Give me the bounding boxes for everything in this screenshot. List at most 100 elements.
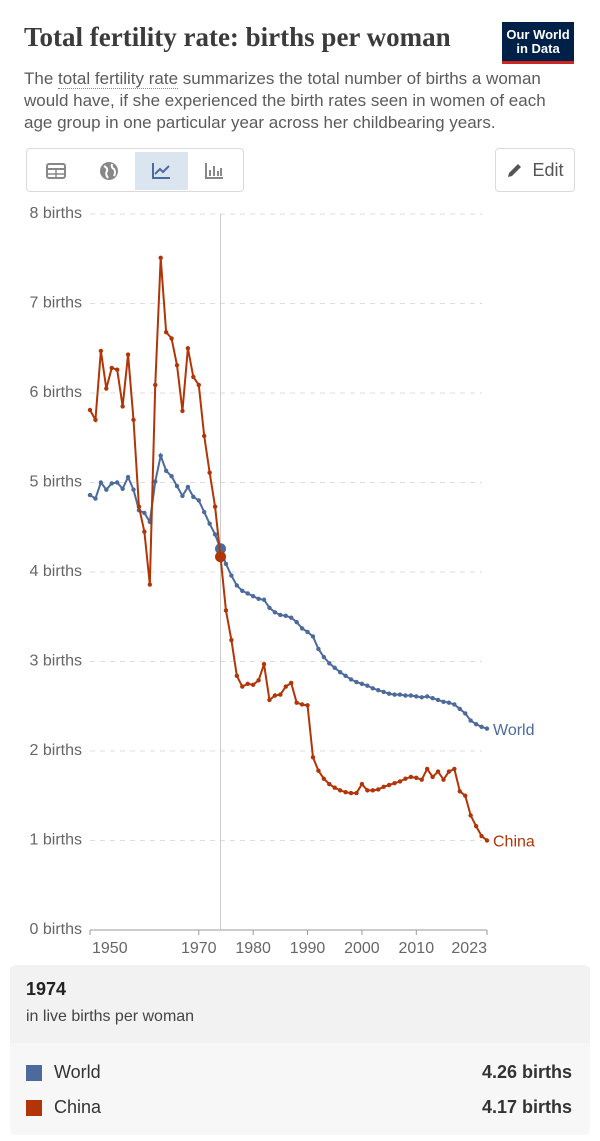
point [142,529,147,534]
y-tick-label: 8 births [30,205,82,222]
point [354,790,359,796]
point [316,768,321,773]
point [114,367,120,372]
point [169,336,174,341]
point [452,702,457,707]
point [207,470,212,475]
point [468,718,473,723]
y-tick-label: 7 births [30,295,82,312]
point [332,785,337,790]
point [142,510,147,516]
point [261,597,267,602]
icon [204,163,223,179]
description: The total fertility rate summarizes the … [24,68,569,134]
point [278,692,283,697]
term-link[interactable]: total fertility rate [58,69,179,89]
series-label: China [493,834,535,851]
bar-tab[interactable] [188,152,241,190]
point [180,493,185,499]
point [463,711,468,716]
point [392,781,397,786]
chart-tab[interactable] [135,152,188,190]
point [131,487,136,492]
toolbar [26,148,244,192]
logo[interactable]: Our World in Data [502,22,574,64]
point [109,365,114,371]
point [316,646,321,652]
point [343,789,348,795]
point [229,637,234,643]
point [147,582,153,587]
point [212,532,218,537]
point [473,721,479,727]
point [348,790,354,796]
point [136,504,142,509]
point [196,382,201,388]
point [163,468,169,474]
point [250,593,256,599]
point [131,417,136,423]
point [120,486,125,491]
point [376,787,381,792]
text: The [24,69,59,88]
tooltip-value: 4.26 births [481,1062,572,1082]
point [212,504,218,509]
edit-button[interactable]: Edit [495,148,575,192]
point [294,700,299,705]
point [234,673,240,679]
point [321,776,327,781]
point [207,521,212,526]
point [386,691,392,696]
icon [152,163,171,179]
point [457,789,463,794]
tooltip-value: 4.17 births [481,1097,572,1117]
point [283,684,288,689]
series-line [89,451,488,730]
tooltip-name: China [54,1097,102,1117]
point [386,782,392,788]
x-tick-label: 1980 [235,940,271,957]
point [120,404,125,409]
text: summarizes the total number of births a … [24,69,546,132]
point [185,346,191,351]
point [278,612,283,618]
tooltip-name: World [54,1062,101,1082]
x-tick-label: 1970 [181,940,217,957]
point [321,654,327,660]
x-tick-label: 2010 [399,940,435,957]
point [403,693,408,698]
point [430,774,435,780]
point [267,605,272,610]
point [343,673,348,679]
point [424,766,430,772]
point [479,724,484,730]
point [261,661,267,667]
point [196,498,201,503]
point [202,433,207,439]
x-tick-label: 1950 [92,940,128,957]
point [365,788,370,793]
point [153,479,158,484]
point [452,766,457,772]
point [223,561,229,567]
point [87,407,93,413]
point [337,670,343,675]
point [180,408,185,414]
map-tab[interactable] [83,152,136,190]
point [446,769,452,774]
point [289,680,294,686]
point [109,481,114,486]
point [463,793,468,798]
point [408,693,414,698]
point [484,838,490,843]
point [223,608,229,613]
point [359,781,365,787]
point [370,788,375,793]
icon [99,162,118,180]
point [294,619,299,625]
point [202,509,207,515]
point [299,702,305,707]
table-tab[interactable] [30,152,83,190]
point [191,374,196,380]
point [403,776,408,781]
